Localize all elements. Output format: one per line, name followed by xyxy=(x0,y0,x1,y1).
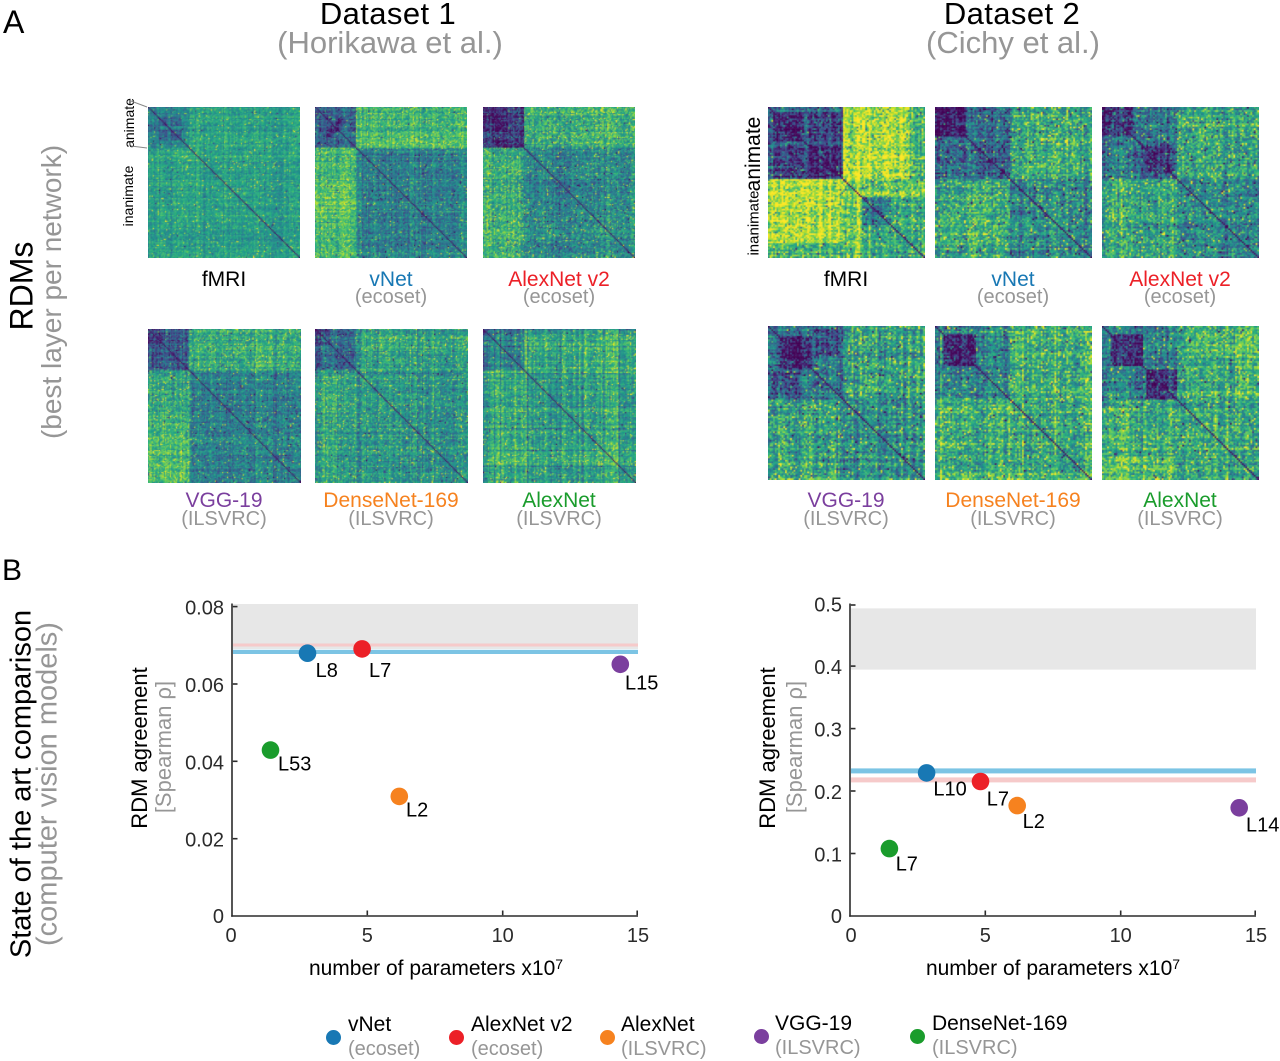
svg-text:0.08: 0.08 xyxy=(185,598,224,620)
svg-text:0.3: 0.3 xyxy=(814,720,842,742)
svg-text:10: 10 xyxy=(1110,925,1132,947)
svg-text:5: 5 xyxy=(362,925,373,947)
svg-text:L2: L2 xyxy=(1023,811,1045,833)
svg-text:L10: L10 xyxy=(933,779,966,801)
svg-text:L7: L7 xyxy=(896,853,918,875)
svg-text:0: 0 xyxy=(213,906,224,928)
svg-text:L53: L53 xyxy=(278,754,311,776)
svg-text:L2: L2 xyxy=(406,800,428,822)
svg-text:0.02: 0.02 xyxy=(185,830,224,852)
svg-text:L8: L8 xyxy=(316,660,338,682)
svg-text:0.5: 0.5 xyxy=(814,595,842,617)
svg-text:0.2: 0.2 xyxy=(814,782,842,804)
svg-text:10: 10 xyxy=(492,925,514,947)
svg-text:5: 5 xyxy=(980,925,991,947)
svg-text:L14: L14 xyxy=(1246,814,1279,836)
svg-text:0.06: 0.06 xyxy=(185,675,224,697)
svg-text:15: 15 xyxy=(1245,925,1267,947)
svg-text:0.1: 0.1 xyxy=(814,845,842,867)
svg-text:0: 0 xyxy=(831,906,842,928)
svg-text:15: 15 xyxy=(627,925,649,947)
svg-text:0.04: 0.04 xyxy=(185,752,224,774)
svg-text:0: 0 xyxy=(845,925,856,947)
svg-text:L15: L15 xyxy=(625,673,658,695)
svg-text:L7: L7 xyxy=(369,660,391,682)
svg-text:0.4: 0.4 xyxy=(814,657,842,679)
svg-text:0: 0 xyxy=(225,925,236,947)
svg-text:L7: L7 xyxy=(987,789,1009,811)
